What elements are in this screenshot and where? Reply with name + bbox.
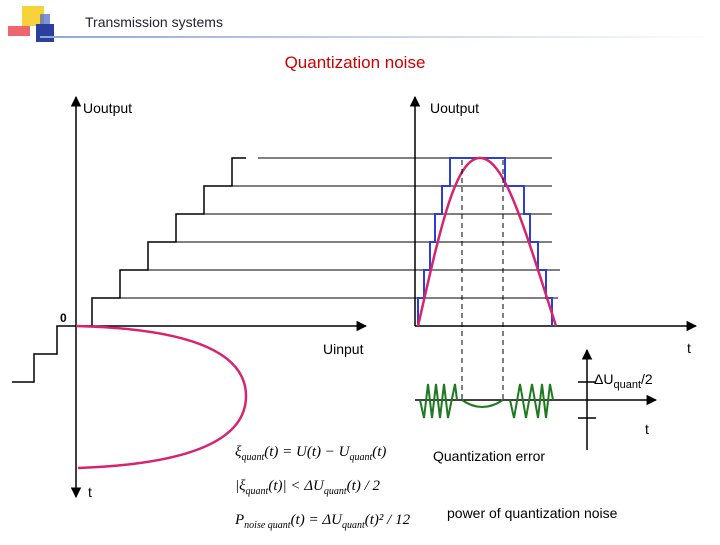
- input-distribution: [75, 324, 248, 470]
- formula-part: ξ: [235, 444, 242, 460]
- formula: |ξquant(t)| < ΔUquant(t) / 2: [235, 478, 380, 497]
- y-axis-label: Uoutput: [430, 100, 479, 116]
- error-signal: [419, 383, 554, 419]
- noise-caption: power of quantization noise: [447, 505, 618, 521]
- formula-part: (t) / 2: [347, 478, 381, 494]
- error-caption: Quantization error: [433, 448, 545, 464]
- x-axis-label: Uinput: [323, 341, 364, 357]
- formula: Pnoise quant(t) = ΔUquant(t)² / 12: [234, 512, 411, 531]
- formula-part: quant: [324, 486, 347, 497]
- formula-part: quant: [241, 452, 264, 463]
- y-axis-label: Uoutput: [83, 100, 132, 116]
- formula-part: quant: [342, 520, 365, 531]
- level-lines: [92, 157, 560, 299]
- formula: ξquant(t) = U(t) − Uquant(t): [235, 444, 386, 463]
- slide-title: Quantization noise: [285, 53, 426, 72]
- t-label: t: [687, 340, 691, 356]
- formula-part: P: [234, 512, 244, 528]
- axes: [70, 95, 698, 499]
- formula-part: (t)² / 12: [365, 512, 411, 528]
- dashed-guides: [461, 160, 504, 400]
- input-signal: [416, 156, 558, 327]
- logo: [8, 6, 720, 42]
- formula-part: quant: [246, 486, 269, 497]
- t-label: t: [88, 484, 92, 500]
- formula-part: (t) = U(t) − U: [264, 444, 350, 460]
- formula-part: quant: [349, 452, 372, 463]
- origin-label: 0: [60, 311, 67, 325]
- formulas: ξquant(t) = U(t) − Uquant(t)|ξquant(t)| …: [234, 444, 411, 531]
- formula-part: |ξ: [235, 478, 246, 494]
- formula-part: (t): [372, 444, 386, 460]
- formula-part: (t)| < ΔU: [268, 478, 325, 494]
- header-title: Transmission systems: [85, 14, 223, 30]
- t-label: t: [645, 421, 649, 437]
- formula-part: noise quant: [244, 520, 291, 531]
- step-label: ΔUquant/2: [594, 371, 653, 391]
- formula-part: (t) = ΔU: [291, 512, 344, 528]
